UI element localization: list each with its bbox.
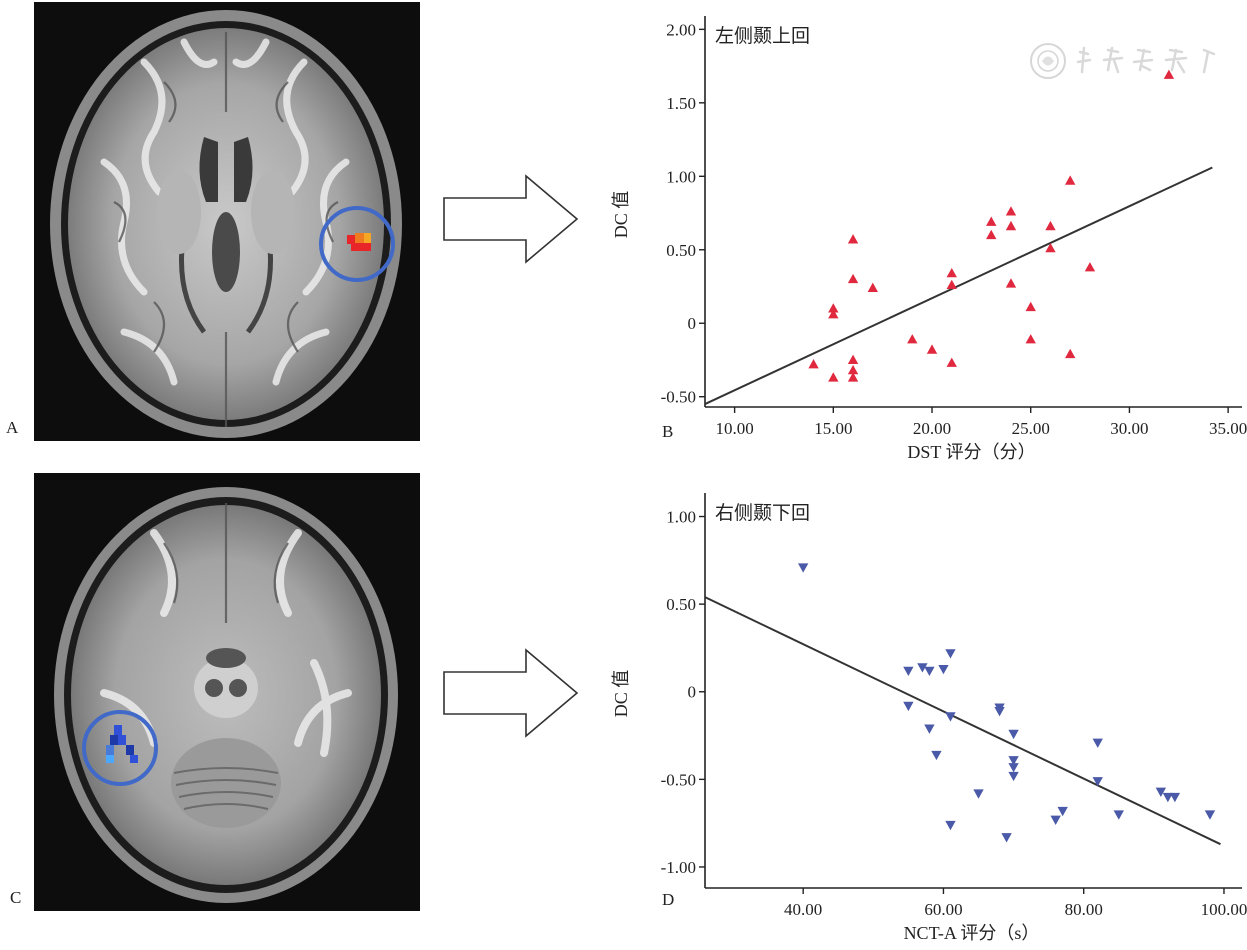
data-point	[924, 724, 935, 734]
x-tick-label: 25.00	[1012, 419, 1050, 438]
data-point	[808, 359, 819, 369]
data-point	[973, 789, 984, 799]
scatter-chart-b: -0.50 0 0.50 1.00 1.50 2.00 10.00 15.00 20.00 25.…	[611, 16, 1247, 462]
data-point	[1163, 69, 1175, 79]
data-point	[798, 563, 809, 573]
x-tick-label: 35.00	[1209, 419, 1247, 438]
data-point	[1057, 806, 1068, 817]
data-point	[867, 282, 878, 292]
y-tick-label: -0.50	[661, 770, 696, 789]
x-tick-label: 40.00	[784, 900, 822, 919]
data-point	[926, 344, 938, 354]
data-point	[828, 372, 839, 382]
data-point	[1050, 815, 1061, 825]
data-point	[1025, 301, 1036, 312]
data-point	[847, 354, 859, 364]
x-tick-label: 100.00	[1201, 900, 1247, 919]
right-arrow-icon	[443, 174, 579, 264]
data-point	[945, 649, 956, 659]
panel-label-b: B	[662, 422, 673, 441]
y-axis-label: DC 值	[611, 670, 631, 718]
data-point	[938, 664, 949, 675]
data-point	[847, 372, 859, 382]
y-tick-label: 0.50	[666, 241, 696, 260]
data-point	[847, 234, 859, 244]
data-point	[847, 273, 859, 284]
y-tick-label: 0	[688, 683, 697, 702]
chart-title: 左侧颞上回	[715, 25, 810, 47]
data-point	[994, 707, 1005, 717]
data-point	[1005, 278, 1017, 288]
data-point	[946, 267, 957, 278]
data-point	[945, 820, 956, 831]
data-point	[1008, 756, 1019, 766]
y-axis-label: DC 值	[611, 191, 631, 239]
data-point	[945, 712, 956, 722]
data-point	[903, 701, 914, 712]
y-tick-label: 1.50	[666, 94, 696, 113]
data-point	[1008, 763, 1019, 773]
data-point	[986, 229, 997, 240]
data-point	[1204, 810, 1216, 820]
y-tick-label: 1.00	[666, 508, 696, 527]
data-point	[1113, 810, 1124, 820]
x-tick-label: 30.00	[1110, 419, 1148, 438]
chart-title: 右侧颞下回	[715, 502, 810, 524]
data-point	[1092, 738, 1103, 748]
data-point	[1155, 787, 1167, 797]
regression-line	[704, 166, 1213, 405]
panel-label-a: A	[6, 418, 19, 437]
data-point	[946, 279, 957, 290]
journal-seal-icon	[1030, 43, 1216, 79]
data-point	[1008, 729, 1019, 740]
data-point	[1025, 334, 1036, 344]
data-point	[1005, 206, 1017, 216]
y-tick-label: 0.50	[666, 595, 696, 614]
y-tick-label: -0.50	[661, 388, 696, 407]
highlight-circle-c	[82, 710, 158, 786]
y-tick-label: 2.00	[666, 20, 696, 39]
data-point	[1001, 833, 1012, 843]
panel-label-c: C	[10, 888, 22, 907]
y-tick-label: 1.00	[666, 167, 696, 186]
x-tick-label: 80.00	[1065, 900, 1103, 919]
brain-image-a	[34, 2, 420, 441]
data-point	[1045, 242, 1056, 253]
panel-label-d: D	[662, 890, 674, 909]
data-point	[1162, 792, 1174, 803]
data-point	[1008, 771, 1019, 782]
data-point	[1092, 777, 1103, 787]
y-tick-label: -1.00	[661, 858, 696, 877]
brain-image-c	[34, 473, 420, 911]
x-tick-label: 60.00	[924, 900, 962, 919]
data-point	[986, 216, 997, 226]
data-point	[1005, 220, 1017, 231]
data-point	[903, 666, 914, 677]
x-tick-label: 10.00	[715, 419, 753, 438]
data-point	[1045, 220, 1056, 231]
data-point	[946, 357, 957, 367]
data-point	[828, 309, 839, 319]
highlight-circle-a	[319, 206, 395, 282]
activation-cluster-a	[347, 233, 371, 251]
data-point	[907, 334, 918, 344]
x-axis-label: DST 评分（分）	[907, 442, 1035, 462]
data-point	[1169, 792, 1181, 803]
x-axis-label: NCT-A 评分（s）	[904, 923, 1040, 943]
right-arrow-icon	[443, 648, 579, 738]
scatter-chart-d: -1.00 -0.50 0 0.50 1.00 40.00 60.00 80.00 100.00…	[611, 493, 1247, 943]
data-point	[1084, 262, 1096, 272]
x-tick-label: 20.00	[913, 419, 951, 438]
data-point	[924, 666, 935, 677]
data-point	[917, 663, 928, 673]
y-tick-label: 0	[688, 314, 697, 333]
regression-line	[704, 596, 1221, 846]
data-point	[1065, 348, 1076, 359]
activation-cluster-c	[106, 725, 138, 763]
x-tick-label: 15.00	[814, 419, 852, 438]
data-point	[1065, 175, 1076, 185]
data-point	[931, 750, 942, 761]
